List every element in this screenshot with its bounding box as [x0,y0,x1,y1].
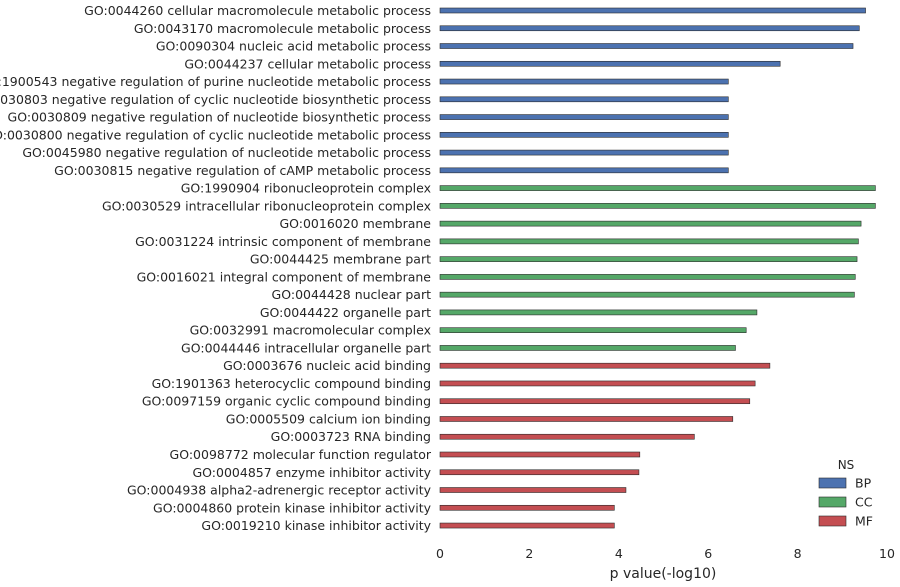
bar-5 [439,78,729,85]
bar-12 [439,203,876,209]
legend-label-cc: CC [855,495,873,510]
bar-29 [439,504,615,511]
category-label-13: GO:0016020 membrane [279,216,431,231]
x-axis-label: p value(-log10) [610,566,717,582]
bar-17 [439,291,855,298]
x-tick-label-2: 2 [525,546,533,561]
bar-13 [439,220,862,227]
category-label-26: GO:0098772 molecular function regulator [170,447,432,462]
category-labels-group: GO:0044260 cellular macromolecule metabo… [0,3,432,533]
bar-28 [439,487,627,493]
x-axis-ticks-group: 0 2 4 6 8 10 [436,546,895,561]
category-label-3: GO:0090304 nucleic acid metabolic proces… [156,39,431,54]
legend-title: NS [838,458,855,472]
legend-label-bp: BP [855,476,872,491]
category-label-9: GO:0045980 negative regulation of nucleo… [22,145,431,160]
legend-entries: BP CC MF [818,476,873,529]
x-tick-label-6: 6 [704,546,712,561]
bar-30 [439,522,615,529]
bar-22 [439,380,756,387]
legend-swatch-cc [818,496,847,508]
bar-27 [439,469,640,476]
category-label-28: GO:0004938 alpha2-adrenergic receptor ac… [127,483,432,498]
category-label-29: GO:0004860 protein kinase inhibitor acti… [153,500,432,515]
bar-15 [439,256,858,262]
category-label-23: GO:0097159 organic cyclic compound bindi… [142,394,431,409]
category-label-25: GO:0003723 RNA binding [271,429,431,444]
bar-3 [439,43,854,49]
bar-11 [439,185,876,191]
bars-group [439,7,876,529]
bar-6 [439,96,729,103]
category-label-4: GO:0044237 cellular metabolic process [184,56,431,71]
x-tick-label-4: 4 [615,546,623,561]
category-label-20: GO:0044446 intracellular organelle part [181,340,431,355]
x-tick-label-8: 8 [794,546,802,561]
bar-23 [439,398,751,405]
bar-7 [439,114,729,120]
bar-1 [439,7,866,14]
category-label-12: GO:0030529 intracellular ribonucleoprote… [102,198,431,213]
category-label-30: GO:0019210 kinase inhibitor activity [201,518,431,533]
category-label-16: GO:0016021 integral component of membran… [137,269,432,284]
bar-4 [439,60,781,67]
legend-swatch-bp [818,477,847,489]
x-tick-label-10: 10 [879,546,895,561]
bar-16 [439,274,856,280]
category-label-11: GO:1990904 ribonucleoprotein complex [181,181,431,196]
category-label-22: GO:1901363 heterocyclic compound binding [152,376,431,391]
bar-2 [439,25,860,32]
category-label-1: GO:0044260 cellular macromolecule metabo… [84,3,431,18]
category-label-18: GO:0044422 organelle part [260,305,431,320]
category-label-2: GO:0043170 macromolecule metabolic proce… [134,21,431,36]
bar-20 [439,345,736,351]
bar-18 [439,309,758,316]
legend-label-mf: MF [855,514,873,529]
bar-10 [439,167,729,174]
category-label-15: GO:0044425 membrane part [250,252,431,267]
bar-8 [439,132,729,138]
category-label-27: GO:0004857 enzyme inhibitor activity [192,465,431,480]
category-label-24: GO:0005509 calcium ion binding [226,411,431,426]
category-label-5: GO:1900543 negative regulation of purine… [0,74,431,89]
bar-9 [439,149,729,156]
legend: NS BP CC MF [818,458,873,529]
category-label-10: GO:0030815 negative regulation of cAMP m… [54,163,431,178]
bar-19 [439,327,747,333]
bar-24 [439,416,734,422]
category-label-17: GO:0044428 nuclear part [272,287,432,302]
bar-21 [439,362,771,369]
bar-26 [439,451,641,458]
category-label-8: GO:0030800 negative regulation of cyclic… [0,127,431,142]
legend-swatch-mf [818,515,847,527]
bar-25 [439,433,695,440]
x-tick-label-0: 0 [436,546,444,561]
category-label-6: GO:0030803 negative regulation of cyclic… [0,92,431,107]
category-label-14: GO:0031224 intrinsic component of membra… [135,234,431,249]
category-label-19: GO:0032991 macromolecular complex [190,323,431,338]
category-label-7: GO:0030809 negative regulation of nucleo… [8,110,431,125]
category-label-21: GO:0003676 nucleic acid binding [223,358,431,373]
bar-14 [439,238,859,245]
